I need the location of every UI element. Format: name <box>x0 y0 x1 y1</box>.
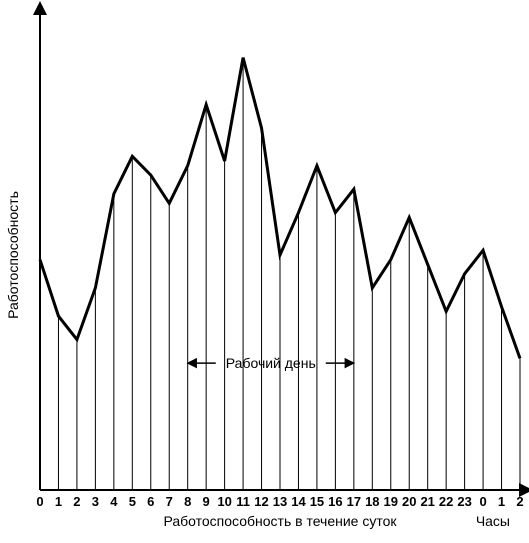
x-tick-label: 7 <box>166 494 173 509</box>
x-tick-label: 8 <box>184 494 191 509</box>
x-tick-label: 15 <box>310 494 324 509</box>
x-tick-label: 13 <box>273 494 287 509</box>
x-tick-label: 12 <box>254 494 268 509</box>
performance-chart: 0123456789101112131415161718192021222301… <box>0 0 529 543</box>
x-tick-label: 19 <box>384 494 398 509</box>
x-tick-label: 6 <box>147 494 154 509</box>
x-tick-label: 3 <box>92 494 99 509</box>
x-tick-label: 4 <box>110 494 118 509</box>
x-tick-label: 18 <box>365 494 379 509</box>
x-tick-label: 5 <box>129 494 136 509</box>
x-tick-label: 2 <box>516 494 523 509</box>
x-tick-label: 0 <box>479 494 486 509</box>
x-tick-label: 22 <box>439 494 453 509</box>
x-tick-label: 14 <box>291 494 306 509</box>
working-day-annotation: Рабочий день <box>226 355 316 371</box>
x-tick-label: 10 <box>217 494 231 509</box>
chart-svg: 0123456789101112131415161718192021222301… <box>0 0 529 543</box>
y-axis-label: Работоспособность <box>5 191 21 319</box>
x-tick-label: 1 <box>498 494 505 509</box>
x-tick-label: 16 <box>328 494 342 509</box>
x-axis-label: Работоспособность в течение суток <box>163 513 397 529</box>
x-tick-label: 2 <box>73 494 80 509</box>
x-unit-label: Часы <box>476 513 510 529</box>
x-tick-label: 0 <box>36 494 43 509</box>
x-tick-label: 21 <box>420 494 434 509</box>
x-tick-label: 1 <box>55 494 62 509</box>
x-tick-label: 17 <box>347 494 361 509</box>
x-tick-label: 20 <box>402 494 416 509</box>
x-tick-label: 23 <box>457 494 471 509</box>
x-tick-label: 11 <box>236 494 250 509</box>
x-tick-label: 9 <box>203 494 210 509</box>
